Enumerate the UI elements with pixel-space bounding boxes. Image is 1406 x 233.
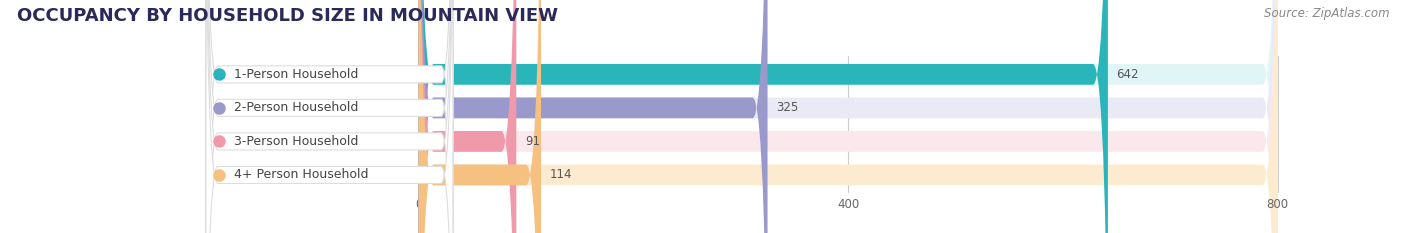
Text: 3-Person Household: 3-Person Household	[233, 135, 359, 148]
FancyBboxPatch shape	[419, 0, 768, 233]
Text: 114: 114	[550, 168, 572, 182]
Text: OCCUPANCY BY HOUSEHOLD SIZE IN MOUNTAIN VIEW: OCCUPANCY BY HOUSEHOLD SIZE IN MOUNTAIN …	[17, 7, 558, 25]
FancyBboxPatch shape	[419, 0, 541, 233]
FancyBboxPatch shape	[419, 0, 516, 233]
FancyBboxPatch shape	[419, 0, 1278, 233]
FancyBboxPatch shape	[207, 0, 453, 233]
FancyBboxPatch shape	[207, 0, 453, 233]
Text: 91: 91	[524, 135, 540, 148]
FancyBboxPatch shape	[419, 0, 1108, 233]
Text: 2-Person Household: 2-Person Household	[233, 101, 359, 114]
Text: 4+ Person Household: 4+ Person Household	[233, 168, 368, 182]
FancyBboxPatch shape	[207, 0, 453, 233]
FancyBboxPatch shape	[419, 0, 1278, 233]
FancyBboxPatch shape	[207, 0, 453, 233]
Text: 1-Person Household: 1-Person Household	[233, 68, 359, 81]
Text: Source: ZipAtlas.com: Source: ZipAtlas.com	[1264, 7, 1389, 20]
FancyBboxPatch shape	[419, 0, 1278, 233]
Text: 642: 642	[1116, 68, 1139, 81]
Text: 325: 325	[776, 101, 799, 114]
FancyBboxPatch shape	[419, 0, 1278, 233]
